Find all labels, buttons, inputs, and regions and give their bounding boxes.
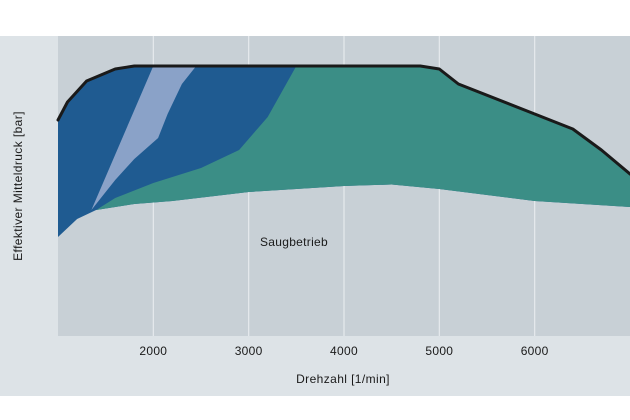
area-layer: [58, 66, 630, 237]
x-axis-panel: [58, 336, 630, 396]
x-tick-label: 2000: [139, 344, 167, 358]
x-tick-label: 5000: [425, 344, 453, 358]
y-axis-title: Effektiver Mitteldruck [bar]: [11, 111, 25, 261]
x-tick-label: 3000: [235, 344, 263, 358]
x-tick-label: 6000: [521, 344, 549, 358]
area-light-blue: [91, 66, 197, 210]
tick-layer: 2000 3000 4000 5000 6000: [139, 344, 548, 358]
area-teal: [86, 66, 630, 216]
region-label-saugbetrieb: Saugbetrieb: [260, 235, 328, 249]
full-load-line: [56, 64, 630, 176]
line-layer: [56, 64, 630, 176]
y-axis-panel: [0, 36, 58, 396]
x-tick-label: 4000: [330, 344, 358, 358]
x-axis-title: Drehzahl [1/min]: [296, 372, 390, 386]
